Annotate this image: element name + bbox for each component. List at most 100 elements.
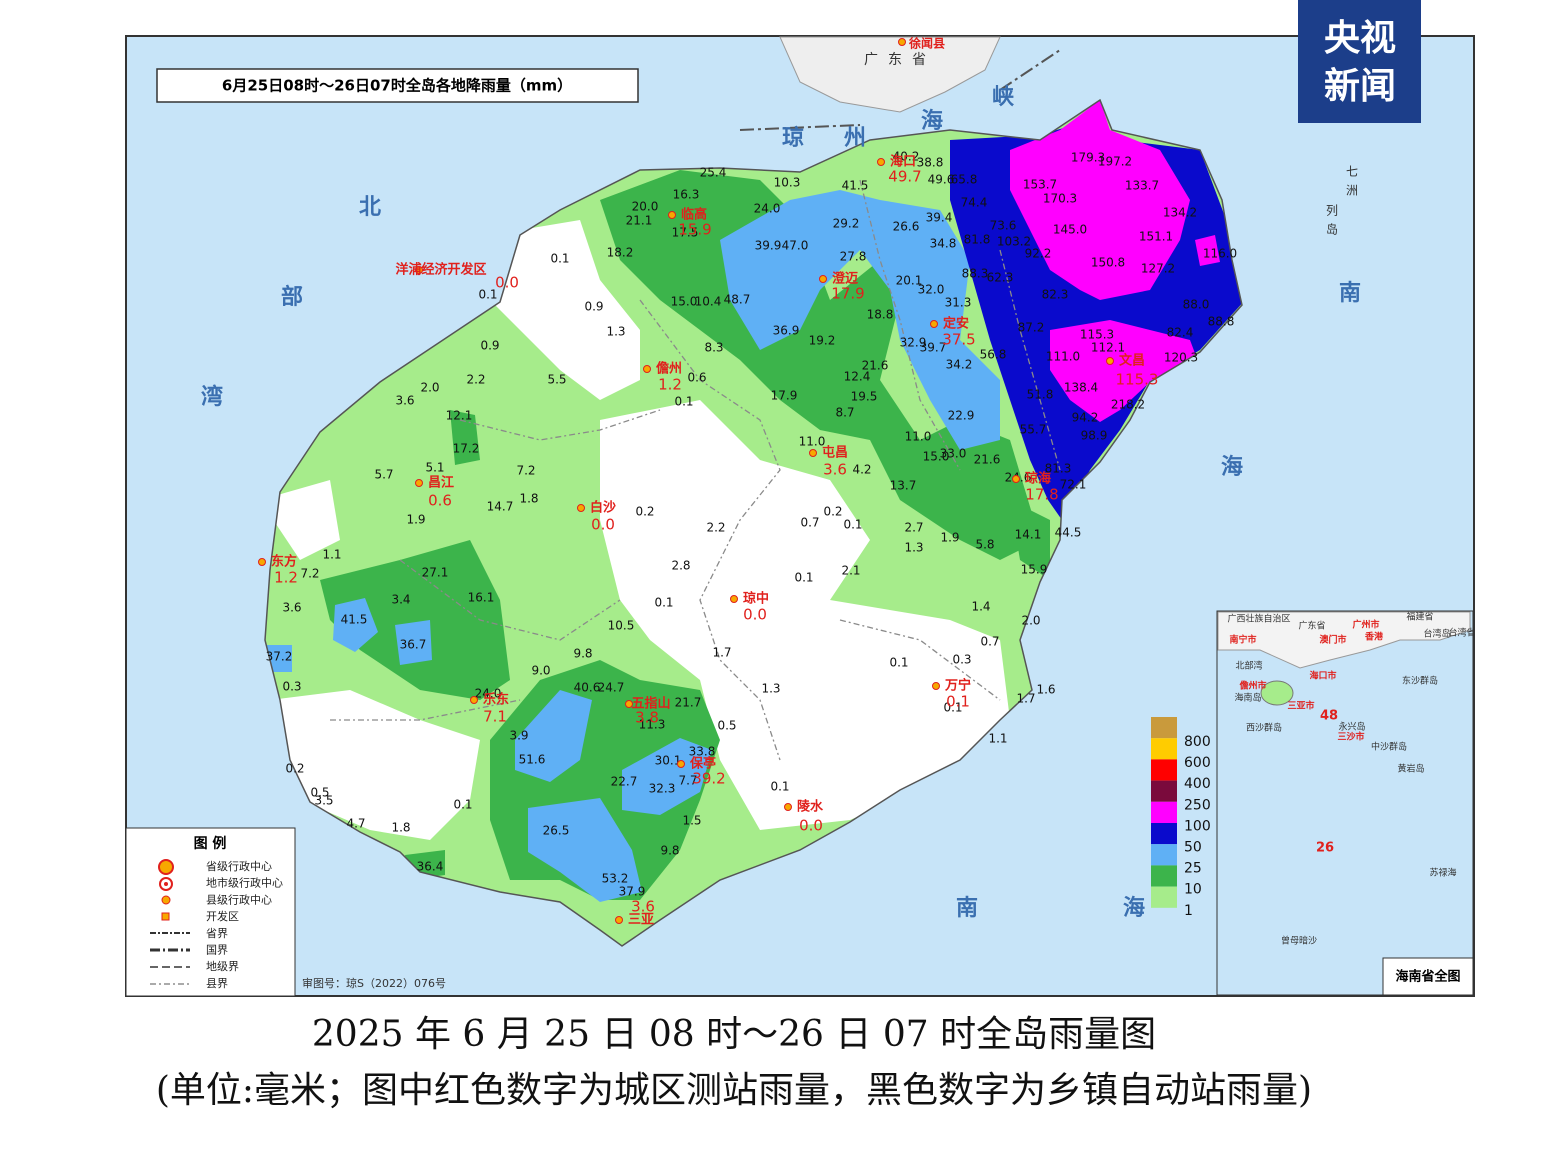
city-value: 0.1 [946,693,970,711]
city-name: 保亭 [689,756,716,772]
scale-swatch [1151,865,1177,887]
station-value: 1.3 [761,682,780,696]
station-value: 21.1 [626,214,653,228]
station-value: 82.4 [1167,326,1194,340]
city-name: 万宁 [944,678,971,694]
station-value: 1.7 [712,646,731,660]
station-value: 103.2 [997,235,1031,249]
station-value: 7.7 [678,774,697,788]
station-value: 0.7 [980,635,999,649]
city-name: 文昌 [1119,353,1145,369]
inset-label: 三亚市 [1287,700,1314,712]
city-name: 海口 [890,154,916,170]
city-marker [1106,357,1114,365]
islands-char: 岛 [1326,222,1338,237]
station-value: 7.2 [516,464,535,478]
station-value: 81.3 [1045,462,1072,476]
sea-char: 峡 [992,84,1015,110]
logo-line: 央视 [1324,18,1396,59]
station-value: 20.0 [632,200,659,214]
station-value: 53.2 [602,872,629,886]
station-value: 20.1 [896,274,923,288]
city-name: 定安 [942,316,969,332]
station-value: 17.2 [453,442,480,456]
city-name: 澄迈 [832,271,858,287]
inset-label: 儋州市 [1239,680,1266,692]
city-name: 东方 [271,554,297,570]
station-value: 1.5 [682,814,701,828]
mainland [779,36,1001,113]
scale-swatch [1151,801,1177,823]
station-value: 36.9 [773,324,800,338]
station-value: 15.0 [671,295,698,309]
station-value: 218.2 [1111,398,1145,412]
station-value: 0.5 [310,786,329,800]
station-value: 56.8 [980,348,1007,362]
station-value: 37.2 [266,650,293,664]
station-value: 0.1 [794,571,813,585]
city-value: 0.0 [591,516,615,534]
inset-label: 南宁市 [1229,634,1256,646]
station-value: 22.7 [611,775,638,789]
inset-label: 澳门市 [1319,634,1346,646]
station-value: 3.9 [509,729,528,743]
station-value: 25.4 [700,166,727,180]
station-value: 0.3 [282,680,301,694]
station-value: 82.3 [1042,288,1069,302]
city-marker [258,558,266,566]
station-value: 145.0 [1053,223,1087,237]
station-value: 2.7 [904,521,923,535]
inset-label: 26 [1316,841,1334,856]
city-marker [819,275,827,283]
station-value: 1.9 [406,513,425,527]
city-marker [930,320,938,328]
station-value: 0.9 [480,339,499,353]
city-value: 3.6 [631,898,655,916]
logo-box [1298,0,1421,123]
city-value: 3.8 [635,709,659,727]
caption-line: (单位:毫米；图中红色数字为城区测站雨量，黑色数字为乡镇自动站雨量) [156,1070,1312,1111]
station-value: 5.8 [975,538,994,552]
city-marker [577,504,585,512]
station-value: 1.3 [606,325,625,339]
station-value: 34.8 [930,237,957,251]
city-name: 屯昌 [822,445,848,461]
province-label: 广东省 [864,52,936,68]
islands-char: 洲 [1346,184,1358,198]
station-value: 51.8 [1027,388,1054,402]
city-name: 琼中 [743,591,769,607]
legend-title: 图 例 [194,835,227,852]
station-value: 133.7 [1125,179,1159,193]
city-name: 陵水 [797,799,824,815]
city-marker [615,916,623,924]
station-value: 72.1 [1060,478,1087,492]
station-value: 41.5 [341,613,368,627]
inset-island [1260,680,1294,706]
city-marker [877,158,885,166]
station-value: 1.8 [391,821,410,835]
station-value: 31.3 [945,296,972,310]
station-value: 0.1 [943,701,962,715]
station-value: 26.6 [893,220,920,234]
station-value: 21.6 [974,453,1001,467]
inset-label: 福建省 [1406,611,1433,623]
station-value: 39.9 [755,239,782,253]
city-name: 昌江 [428,475,454,491]
station-value: 2.2 [466,373,485,387]
sea-char: 海 [1221,454,1243,480]
station-value: 111.0 [1046,350,1080,364]
inset-label: 黄岩岛 [1397,763,1424,775]
inset-land [1217,611,1471,669]
legend-item: 地级界 [206,960,239,973]
map-title: 6月25日08时～26日07时全岛各地降雨量（mm） [222,77,572,95]
station-value: 49.6 [928,173,955,187]
station-value: 1.8 [519,492,538,506]
station-value: 17.5 [672,226,699,240]
station-value: 73.6 [990,219,1017,233]
legend-item: 县级行政中心 [206,892,272,906]
station-value: 0.3 [952,653,971,667]
city-value: 0.6 [428,492,452,510]
station-value: 7.2 [300,567,319,581]
